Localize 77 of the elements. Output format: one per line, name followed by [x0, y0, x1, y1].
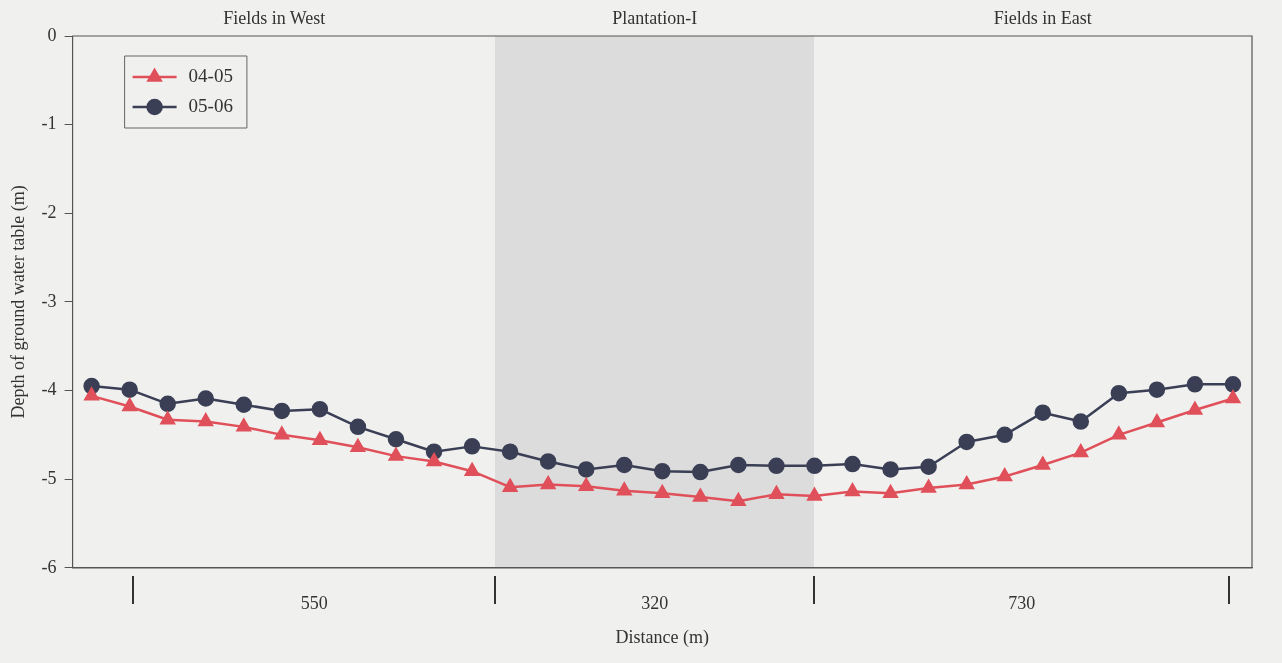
point: [235, 396, 253, 413]
point: [122, 398, 137, 412]
x-axis-title: Distance (m): [615, 626, 710, 648]
point: [996, 426, 1013, 444]
point: [845, 483, 860, 497]
text: Fields in East: [993, 7, 1092, 28]
point: [1072, 413, 1090, 430]
point: [236, 418, 252, 432]
point: [1034, 404, 1051, 421]
point: [768, 457, 785, 475]
point: [159, 395, 176, 413]
text: 550: [300, 592, 328, 613]
point: [1111, 426, 1127, 440]
point: [997, 468, 1013, 482]
y-tick-label: -2: [41, 202, 57, 222]
point: [806, 457, 823, 475]
point: [502, 478, 518, 492]
point: [883, 485, 898, 499]
point: [578, 478, 594, 492]
point: [1073, 444, 1089, 458]
point: [1224, 376, 1242, 393]
point: [692, 463, 709, 481]
point: [84, 387, 99, 401]
point: [1110, 384, 1128, 402]
point: [958, 433, 975, 451]
point: [463, 438, 481, 455]
point: [920, 458, 937, 476]
legend-label: 05-06: [188, 94, 233, 116]
point: [1149, 414, 1165, 428]
y-tick-label: 0: [47, 24, 57, 45]
point: [274, 426, 290, 440]
point: [882, 461, 899, 478]
point: [1186, 376, 1204, 393]
y-tick-label: -4: [41, 379, 57, 400]
text: 730: [1008, 592, 1036, 613]
point: [616, 456, 633, 474]
text: Plantation-I: [612, 7, 698, 28]
point: [693, 488, 708, 502]
point: [426, 453, 442, 467]
point: [311, 400, 329, 418]
point: [616, 482, 632, 496]
point: [654, 462, 671, 480]
point: [197, 390, 214, 407]
y-tick-label: -1: [41, 113, 57, 134]
point: [349, 418, 367, 436]
point: [731, 493, 746, 507]
point: [539, 453, 557, 470]
y-tick-label: -5: [41, 467, 57, 488]
point: [464, 462, 480, 476]
point: [921, 479, 936, 493]
point: [769, 485, 784, 499]
point: [540, 476, 556, 490]
point: [844, 455, 861, 473]
point: [959, 476, 974, 490]
point: [273, 402, 291, 420]
point: [654, 485, 670, 499]
point: [121, 381, 138, 398]
point: [387, 431, 405, 448]
point: [501, 443, 519, 460]
point: [1225, 390, 1241, 404]
point: [577, 461, 595, 478]
point: [730, 456, 747, 474]
point: [1187, 401, 1203, 415]
y-tick-label: -6: [41, 556, 57, 577]
point: [312, 431, 328, 445]
point: [198, 413, 214, 427]
point: [1148, 381, 1166, 398]
y-axis-title: Depth of ground water table (m): [7, 185, 29, 419]
legend-label: 04-05: [188, 64, 233, 86]
point: [350, 439, 366, 453]
point: [388, 447, 404, 461]
y-tick-label: -3: [41, 290, 57, 311]
point: [160, 411, 176, 425]
point: [1035, 456, 1051, 470]
text: 320: [641, 592, 669, 613]
text: Fields in West: [223, 7, 326, 28]
point: [807, 487, 822, 501]
